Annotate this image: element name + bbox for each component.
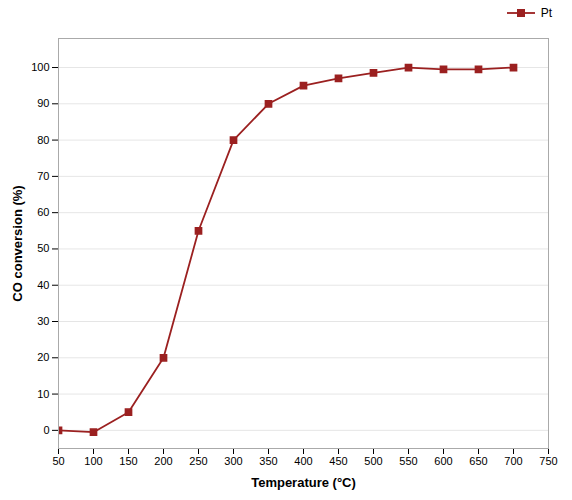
svg-text:400: 400 [294,455,312,467]
svg-text:80: 80 [37,134,49,146]
svg-text:40: 40 [37,279,49,291]
html-text:Pt: Pt [540,6,552,20]
svg-text:150: 150 [119,455,137,467]
svg-text:300: 300 [224,455,242,467]
svg-text:500: 500 [364,455,382,467]
svg-text:20: 20 [37,351,49,363]
svg-text:600: 600 [434,455,452,467]
svg-text:CO conversion (%): CO conversion (%) [10,185,25,301]
svg-text:100: 100 [84,455,102,467]
svg-text:90: 90 [37,97,49,109]
svg-text:650: 650 [469,455,487,467]
svg-text:700: 700 [504,455,522,467]
svg-text:30: 30 [37,315,49,327]
svg-text:10: 10 [37,388,49,400]
svg-text:50: 50 [52,455,64,467]
svg-text:0: 0 [43,424,49,436]
svg-text:200: 200 [154,455,172,467]
svg-text:350: 350 [259,455,277,467]
svg-text:550: 550 [399,455,417,467]
svg-text:100: 100 [31,61,49,73]
svg-text:250: 250 [189,455,207,467]
svg-text:60: 60 [37,206,49,218]
svg-text:50: 50 [37,242,49,254]
svg-text:750: 750 [539,455,557,467]
svg-text:450: 450 [329,455,347,467]
svg-text:Temperature (°C): Temperature (°C) [251,475,356,490]
svg-text:70: 70 [37,170,49,182]
